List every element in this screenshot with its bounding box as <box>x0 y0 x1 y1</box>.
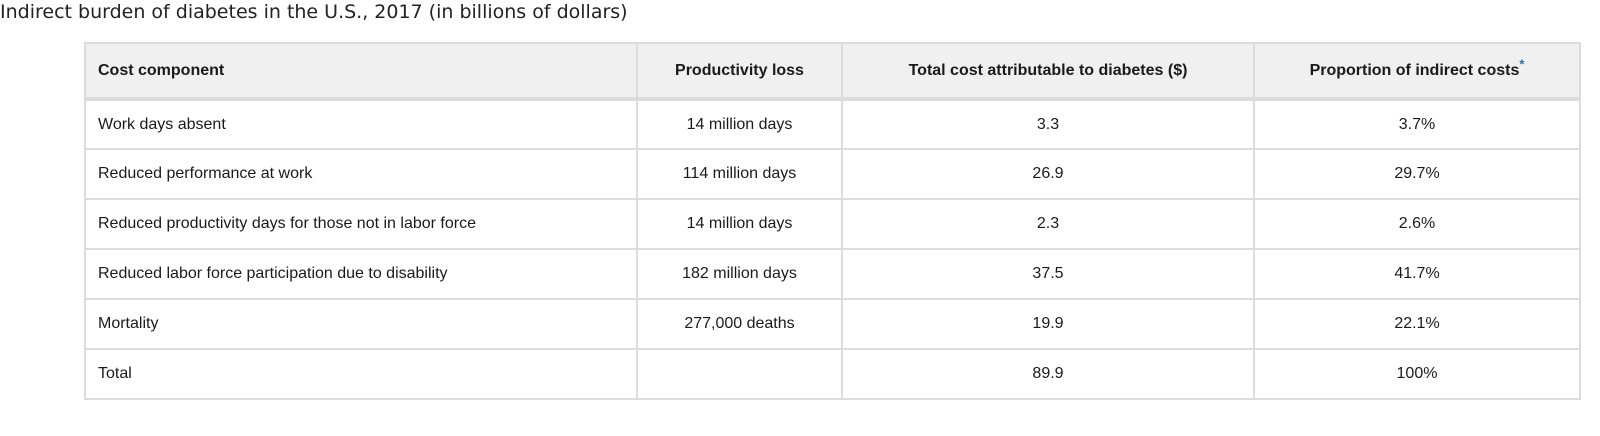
header-cost-component: Cost component <box>84 42 638 101</box>
cell-total-cost: 37.5 <box>841 248 1255 300</box>
table-row: Reduced productivity days for those not … <box>84 198 1581 250</box>
table-row: Mortality 277,000 deaths 19.9 22.1% <box>84 298 1581 350</box>
cell-cost-component: Reduced performance at work <box>84 148 638 200</box>
table-row-total: Total 89.9 100% <box>84 348 1581 400</box>
cell-total-cost: 19.9 <box>841 298 1255 350</box>
cell-total-cost: 89.9 <box>841 348 1255 400</box>
header-proportion: Proportion of indirect costs* <box>1253 42 1581 101</box>
cell-cost-component: Total <box>84 348 638 400</box>
cell-proportion: 2.6% <box>1253 198 1581 250</box>
cell-total-cost: 26.9 <box>841 148 1255 200</box>
table-caption: Indirect burden of diabetes in the U.S.,… <box>0 1 628 23</box>
cell-productivity-loss: 14 million days <box>636 198 843 250</box>
cell-proportion: 41.7% <box>1253 248 1581 300</box>
cell-cost-component: Work days absent <box>84 98 638 150</box>
header-total-cost: Total cost attributable to diabetes ($) <box>841 42 1255 101</box>
cell-cost-component: Reduced productivity days for those not … <box>84 198 638 250</box>
table-row: Reduced labor force participation due to… <box>84 248 1581 300</box>
cell-productivity-loss: 277,000 deaths <box>636 298 843 350</box>
cell-proportion: 3.7% <box>1253 98 1581 150</box>
cell-proportion: 100% <box>1253 348 1581 400</box>
cell-cost-component: Reduced labor force participation due to… <box>84 248 638 300</box>
table-row: Work days absent 14 million days 3.3 3.7… <box>84 98 1581 150</box>
cell-proportion: 22.1% <box>1253 298 1581 350</box>
cell-productivity-loss: 14 million days <box>636 98 843 150</box>
cell-total-cost: 3.3 <box>841 98 1255 150</box>
cell-productivity-loss: 114 million days <box>636 148 843 200</box>
header-proportion-label: Proportion of indirect costs <box>1309 61 1520 79</box>
table-header-row: Cost component Productivity loss Total c… <box>84 42 1581 101</box>
cell-cost-component: Mortality <box>84 298 638 350</box>
cell-productivity-loss: 182 million days <box>636 248 843 300</box>
indirect-cost-table: Cost component Productivity loss Total c… <box>84 42 1581 400</box>
table-row: Reduced performance at work 114 million … <box>84 148 1581 200</box>
header-productivity-loss: Productivity loss <box>636 42 843 101</box>
cell-productivity-loss <box>636 348 843 400</box>
cell-proportion: 29.7% <box>1253 148 1581 200</box>
footnote-marker-link[interactable]: * <box>1519 56 1525 72</box>
cell-total-cost: 2.3 <box>841 198 1255 250</box>
